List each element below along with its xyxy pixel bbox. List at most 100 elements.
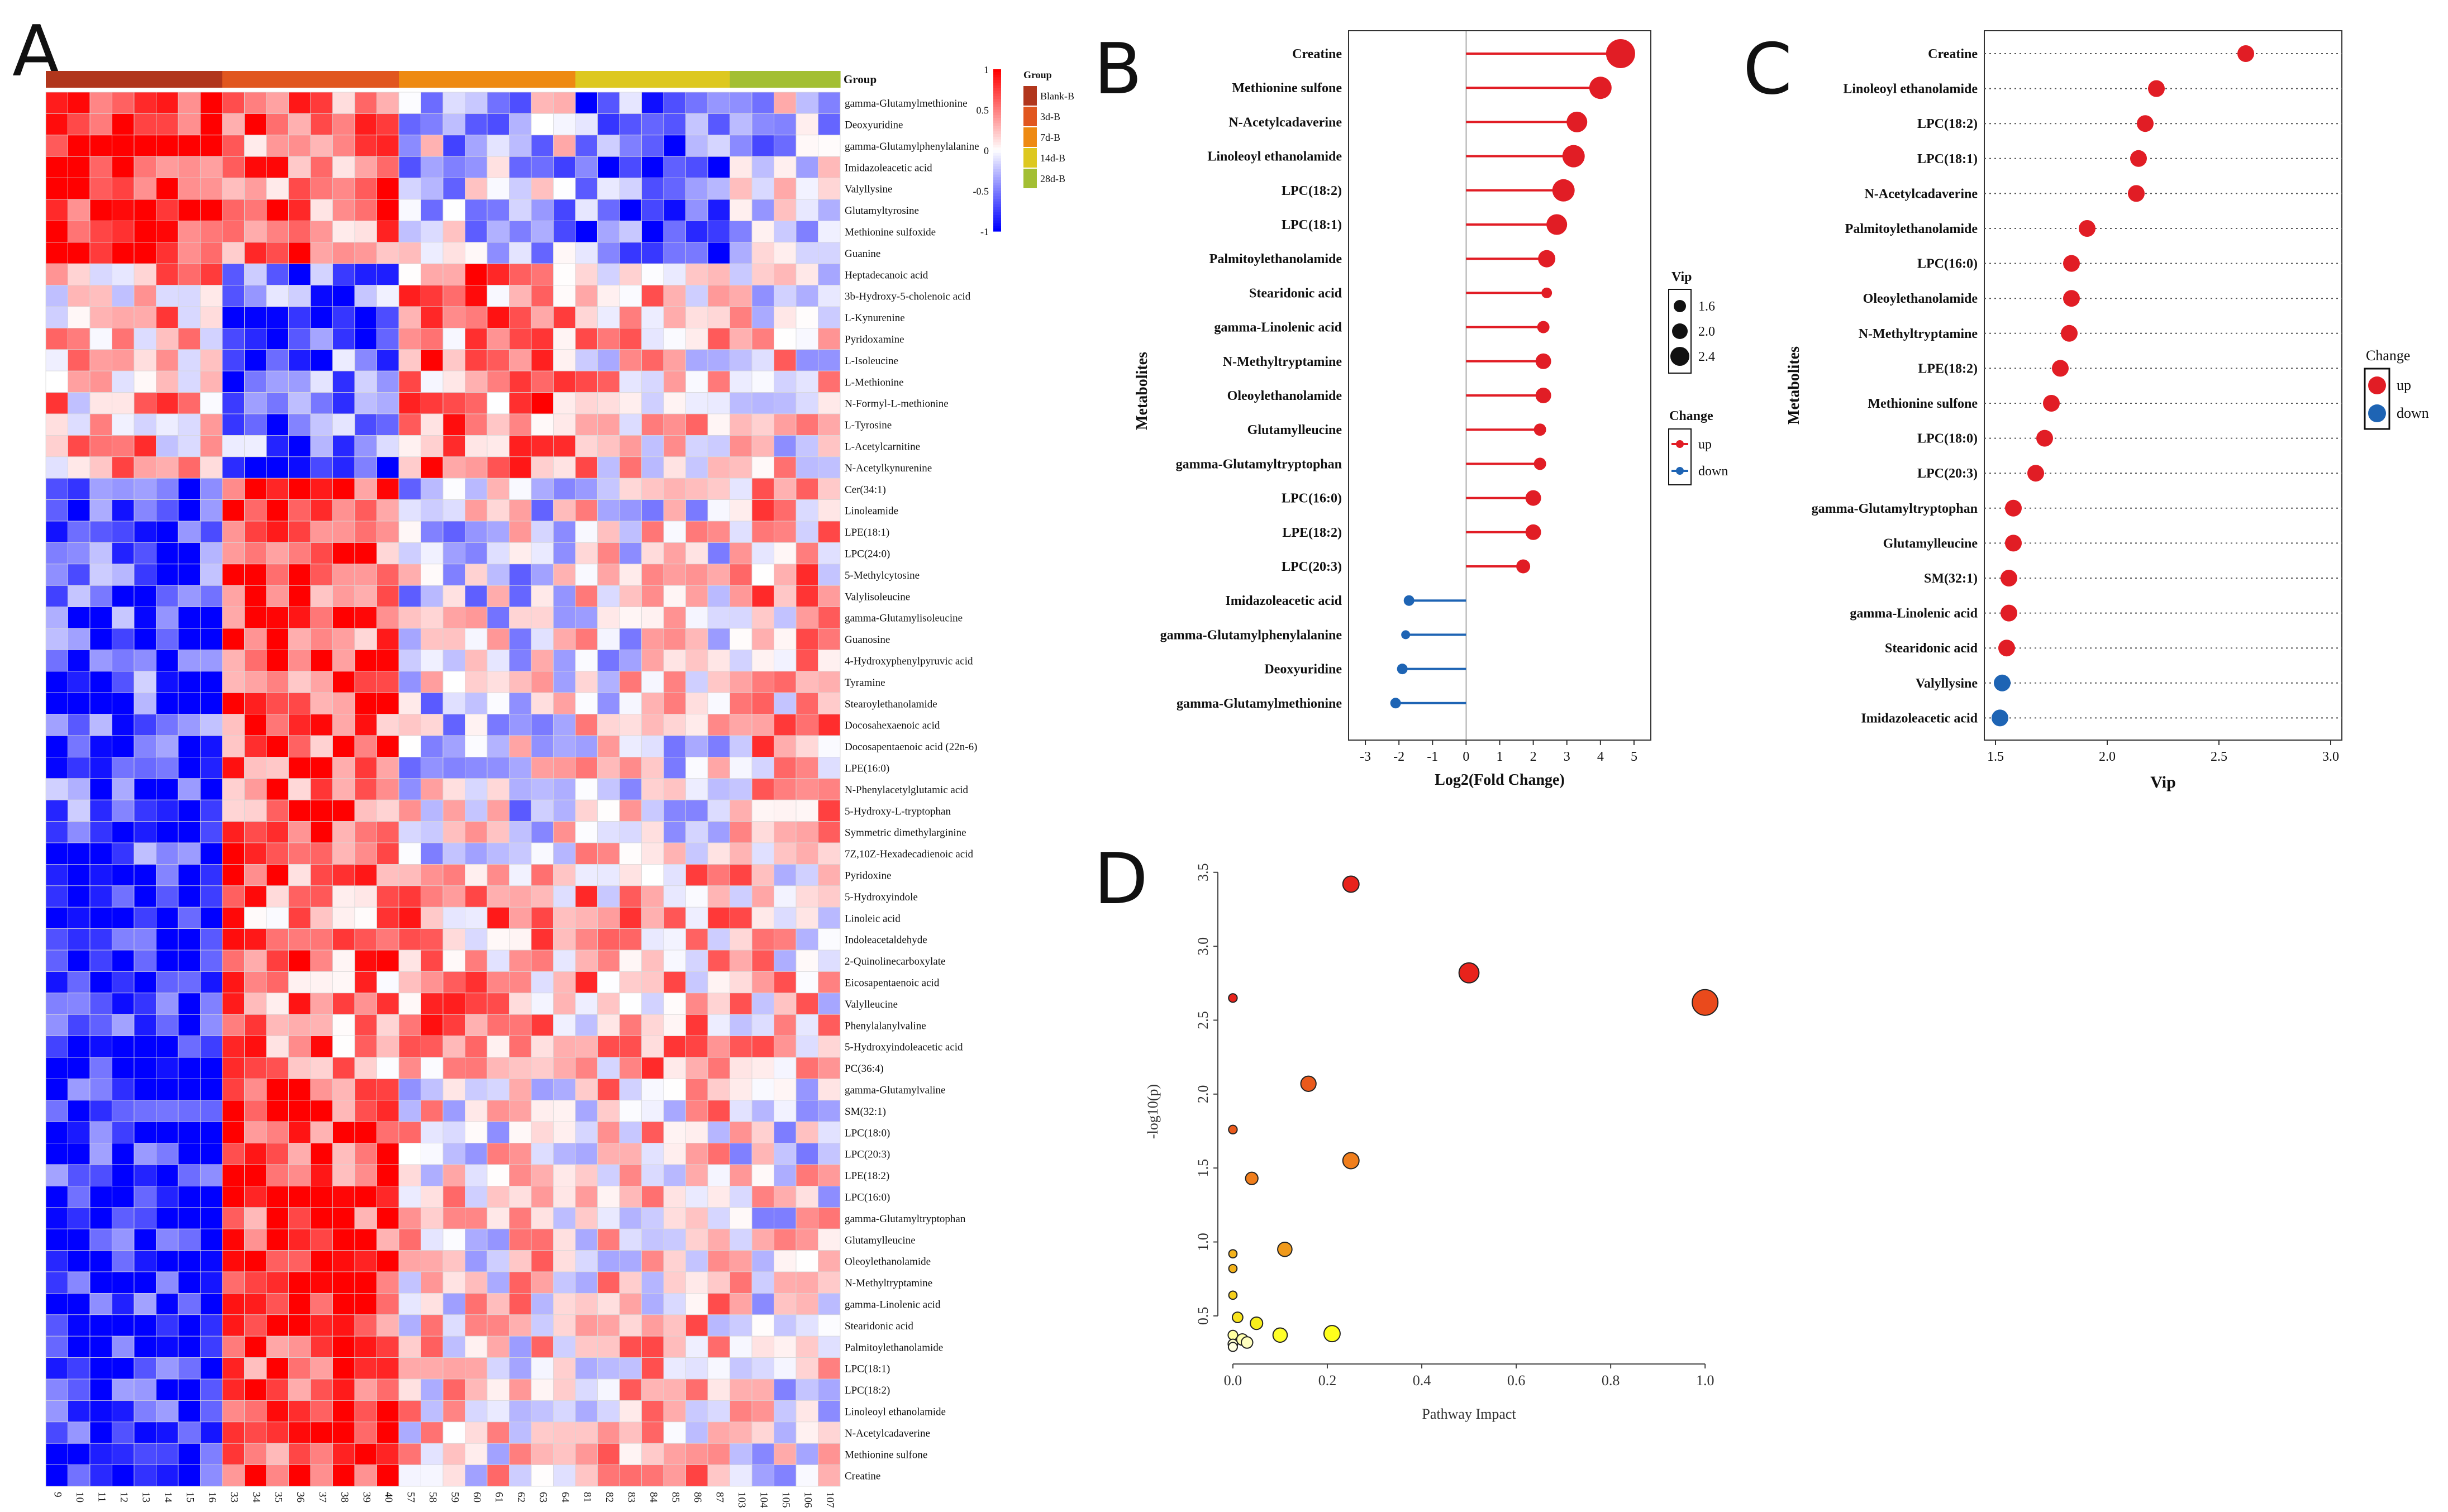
heatmap-cell	[487, 328, 509, 350]
heatmap-cell	[465, 842, 488, 865]
heatmap-cell	[244, 735, 267, 757]
heatmap-cell	[68, 778, 91, 800]
heatmap-cell	[663, 1443, 686, 1465]
heatmap-cell	[575, 1379, 598, 1401]
heatmap-cell	[553, 1228, 576, 1251]
group-bar-cell	[531, 71, 554, 88]
heatmap-cell	[553, 285, 576, 307]
heatmap-cell	[89, 285, 112, 307]
heatmap-cell	[288, 135, 311, 157]
heatmap-cell	[663, 757, 686, 779]
heatmap-cell	[509, 242, 532, 264]
heatmap-cell	[112, 135, 135, 157]
heatmap-cell	[796, 199, 818, 221]
heatmap-cell	[89, 1422, 112, 1444]
heatmap-cell	[751, 242, 774, 264]
group-bar-cell	[112, 71, 135, 88]
heatmap-cell	[465, 392, 488, 414]
heatmap-cell	[244, 1422, 267, 1444]
color-scale-tick: -1	[980, 226, 989, 237]
heatmap-cell	[774, 671, 797, 693]
change-legend-dot	[1676, 467, 1684, 475]
metabolite-label: N-Acetylcadaverine	[1228, 115, 1342, 130]
heatmap-cell	[818, 1292, 841, 1315]
color-scale-step	[993, 102, 1001, 105]
heatmap-cell	[244, 156, 267, 179]
heatmap-cell	[45, 1335, 68, 1358]
heatmap-cell	[663, 521, 686, 543]
heatmap-cell	[751, 650, 774, 672]
heatmap-cell	[332, 413, 355, 436]
heatmap-cell	[200, 842, 223, 865]
heatmap-cell	[509, 1357, 532, 1380]
heatmap-cell	[751, 1250, 774, 1272]
heatmap-cell	[730, 1228, 753, 1251]
heatmap-cell	[89, 499, 112, 522]
heatmap-cell	[134, 735, 156, 757]
heatmap-column-label: 85	[669, 1492, 681, 1503]
heatmap-cell	[244, 628, 267, 650]
x-tick-label: 0.0	[1224, 1372, 1242, 1389]
heatmap-cell	[200, 1292, 223, 1315]
heatmap-cell	[751, 328, 774, 350]
heatmap-cell	[222, 928, 245, 951]
heatmap-cell	[619, 349, 642, 371]
heatmap-cell	[89, 113, 112, 136]
heatmap-cell	[575, 1143, 598, 1165]
heatmap-cell	[354, 564, 377, 586]
heatmap-cell	[751, 585, 774, 607]
heatmap-cell	[730, 92, 753, 114]
heatmap-cell	[332, 1121, 355, 1143]
heatmap-cell	[818, 435, 841, 457]
heatmap-cell	[465, 435, 488, 457]
heatmap-cell	[442, 199, 465, 221]
heatmap-cell	[509, 456, 532, 479]
heatmap-cell	[575, 413, 598, 436]
heatmap-cell	[553, 1185, 576, 1208]
heatmap-cell	[553, 950, 576, 972]
heatmap-cell	[751, 199, 774, 221]
heatmap-cell	[663, 1207, 686, 1229]
y-axis-title: Metabolites	[1785, 346, 1803, 424]
heatmap-cell	[707, 542, 730, 565]
heatmap-cell	[487, 521, 509, 543]
heatmap-cell	[377, 306, 399, 328]
heatmap-cell	[575, 950, 598, 972]
heatmap-cell	[641, 993, 664, 1015]
heatmap-cell	[575, 671, 598, 693]
heatmap-cell	[531, 628, 554, 650]
heatmap-cell	[398, 735, 421, 757]
heatmap-cell	[68, 1228, 91, 1251]
metabolite-label: Oleoylethanolamide	[1227, 389, 1342, 403]
heatmap-cell	[707, 692, 730, 714]
heatmap-cell	[134, 757, 156, 779]
heatmap-cell	[134, 113, 156, 136]
heatmap-cell	[156, 263, 179, 286]
group-bar-cell	[355, 71, 378, 88]
heatmap-cell	[134, 821, 156, 843]
heatmap-cell	[575, 1465, 598, 1487]
heatmap-cell	[509, 628, 532, 650]
heatmap-cell	[531, 1292, 554, 1315]
heatmap-cell	[178, 413, 201, 436]
heatmap-cell	[663, 135, 686, 157]
heatmap-cell	[707, 1057, 730, 1079]
group-legend-label: 7d-B	[1040, 132, 1060, 143]
metabolite-label: LPC(18:1)	[1282, 218, 1342, 232]
heatmap-cell	[288, 692, 311, 714]
heatmap-cell	[553, 650, 576, 672]
heatmap-cell	[266, 1014, 289, 1036]
heatmap-cell	[818, 392, 841, 414]
heatmap-cell	[200, 1057, 223, 1079]
heatmap-cell	[421, 1185, 444, 1208]
heatmap-cell	[442, 1443, 465, 1465]
heatmap-cell	[266, 156, 289, 179]
pathway-point	[1245, 1171, 1259, 1185]
heatmap-cell	[332, 178, 355, 200]
heatmap-cell	[442, 564, 465, 586]
heatmap-cell	[531, 1314, 554, 1337]
heatmap-cell	[134, 1228, 156, 1251]
heatmap-cell	[310, 499, 333, 522]
heatmap-cell	[663, 1143, 686, 1165]
heatmap-cell	[222, 1271, 245, 1294]
